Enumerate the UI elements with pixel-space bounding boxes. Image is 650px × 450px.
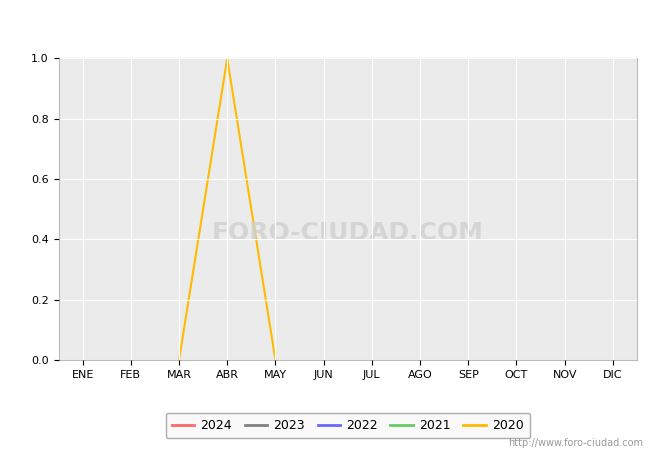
Text: http://www.foro-ciudad.com: http://www.foro-ciudad.com xyxy=(508,438,644,448)
Legend: 2024, 2023, 2022, 2021, 2020: 2024, 2023, 2022, 2021, 2020 xyxy=(166,413,530,438)
Text: Matriculaciones de Vehiculos en Yémeda: Matriculaciones de Vehiculos en Yémeda xyxy=(157,14,493,33)
Text: FORO-CIUDAD.COM: FORO-CIUDAD.COM xyxy=(212,221,484,245)
